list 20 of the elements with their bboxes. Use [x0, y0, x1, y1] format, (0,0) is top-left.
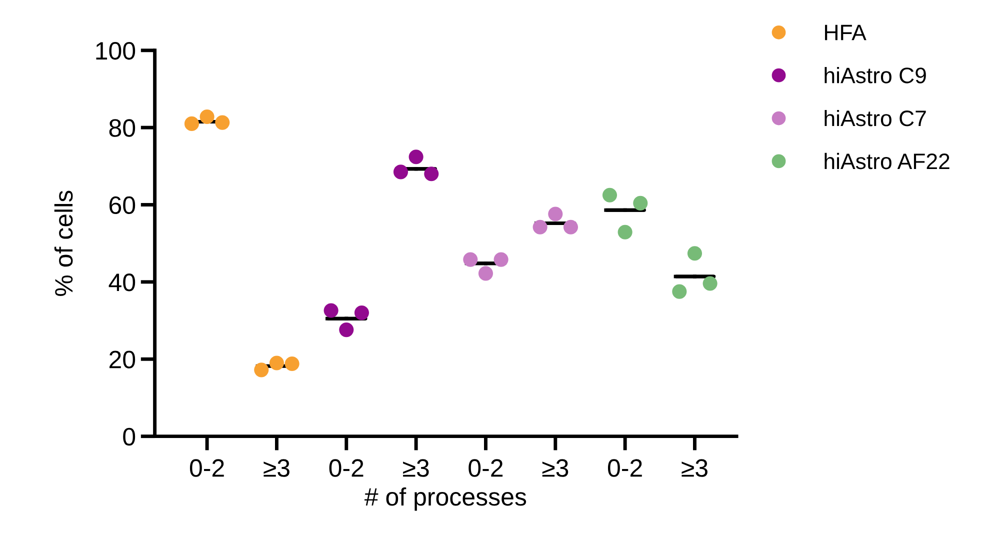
legend-label: hiAstro C7	[824, 110, 926, 126]
y-tick-label: 80	[109, 119, 136, 137]
y-tick-label: 40	[108, 274, 136, 292]
x-tick-label: ≥3	[542, 459, 568, 477]
x-tick-label: 0-2	[190, 459, 224, 477]
x-tick-label: ≥3	[682, 459, 708, 477]
y-axis-title: % of cells	[54, 190, 73, 296]
x-tick-label: 0-2	[608, 459, 642, 477]
legend-label: HFA	[825, 24, 866, 40]
x-tick-label: 0-2	[468, 459, 503, 477]
legend-label: hiAstro AF22	[824, 152, 950, 170]
x-tick-label: 0-2	[329, 459, 364, 477]
x-axis-title: # of processes	[364, 487, 526, 511]
x-tick-label: ≥3	[403, 459, 429, 477]
x-tick-label: ≥3	[264, 459, 290, 477]
y-tick-label: 100	[96, 42, 136, 60]
y-tick-label: 20	[110, 350, 136, 368]
y-tick-label: 0	[123, 428, 136, 446]
legend-label: hiAstro C9	[824, 67, 926, 84]
y-tick-label: 60	[110, 196, 136, 214]
